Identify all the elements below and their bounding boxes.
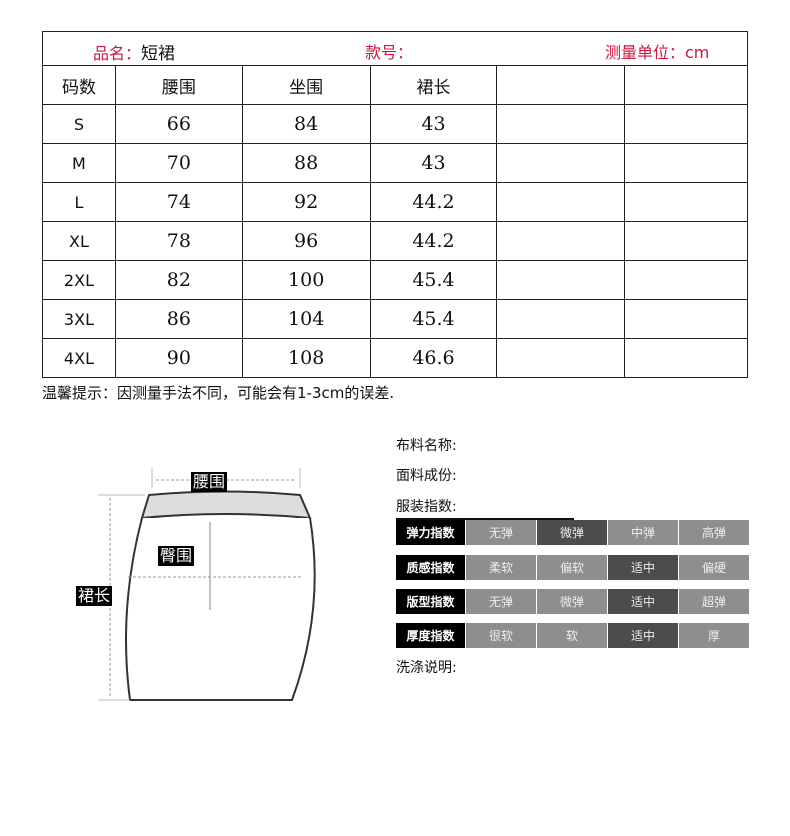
waist-cell: 66 (114, 104, 243, 144)
index-option: 偏硬 (679, 555, 749, 580)
size-cell: S (42, 104, 116, 144)
fabric-name-label: 布料名称: (396, 438, 457, 454)
length-cell: 43 (369, 104, 498, 144)
index-label: 厚度指数 (396, 623, 465, 648)
composition-label: 面料成份: (396, 468, 457, 484)
length-cell: 46.6 (369, 338, 498, 378)
index-option: 无弹 (466, 520, 536, 545)
index-label: 质感指数 (396, 555, 465, 580)
waist-cell: 70 (114, 143, 243, 183)
empty-cell (496, 143, 626, 183)
index-label: 弹力指数 (396, 520, 465, 545)
index-option: 微弹 (537, 589, 607, 614)
table-row: 2XL 82 100 45.4 (42, 260, 748, 300)
hip-tag: 臀围 (158, 546, 195, 566)
length-cell: 45.4 (369, 260, 498, 300)
index-option: 适中 (608, 623, 678, 648)
index-option: 中弹 (608, 520, 678, 545)
column-header: 腰围 (114, 65, 243, 105)
index-option: 适中 (608, 589, 678, 614)
note: 温馨提示：因测量手法不同，可能会有1-3cm的误差. (42, 384, 395, 402)
waist-cell: 86 (114, 299, 243, 339)
table-row: 3XL 86 104 45.4 (42, 299, 748, 339)
hip-cell: 100 (241, 260, 371, 300)
column-header (624, 65, 748, 105)
waist-cell: 74 (114, 182, 243, 222)
name-value: 短裙 (141, 44, 176, 64)
index-option: 很软 (466, 623, 536, 648)
size-cell: XL (42, 221, 116, 261)
size-cell: 3XL (42, 299, 116, 339)
column-header (496, 65, 626, 105)
empty-cell (624, 338, 748, 378)
index-label: 版型指数 (396, 589, 465, 614)
empty-cell (496, 104, 626, 144)
index-row: 版型指数 无弹 微弹 适中 超弹 (396, 589, 750, 614)
unit-label: 测量单位：cm (605, 43, 710, 62)
index-option: 无弹 (466, 589, 536, 614)
index-option: 微弹 (537, 520, 607, 545)
name-label: 品名： (93, 44, 142, 63)
hip-cell: 88 (241, 143, 371, 183)
waist-cell: 90 (114, 338, 243, 378)
title-row: 品名：短裙 款号： 测量单位：cm (42, 31, 748, 66)
style-label: 款号： (365, 43, 414, 62)
header-row: 码数 腰围 坐围 裙长 (42, 65, 748, 105)
waist-cell: 82 (114, 260, 243, 300)
table-row: M 70 88 43 (42, 143, 748, 183)
empty-cell (496, 182, 626, 222)
skirt-diagram-icon (98, 468, 316, 701)
empty-cell (624, 260, 748, 300)
empty-cell (496, 338, 626, 378)
empty-cell (624, 143, 748, 183)
empty-cell (624, 182, 748, 222)
index-option: 偏软 (537, 555, 607, 580)
length-cell: 45.4 (369, 299, 498, 339)
index-row: 质感指数 柔软 偏软 适中 偏硬 (396, 555, 750, 580)
table-row: XL 78 96 44.2 (42, 221, 748, 261)
size-cell: 2XL (42, 260, 116, 300)
hip-cell: 92 (241, 182, 371, 222)
index-title: 服装指数: (396, 496, 574, 520)
index-option: 高弹 (679, 520, 749, 545)
table-row: L 74 92 44.2 (42, 182, 748, 222)
empty-cell (496, 260, 626, 300)
washing-label: 洗涤说明: (396, 660, 457, 676)
size-cell: 4XL (42, 338, 116, 378)
table-row: 4XL 90 108 46.6 (42, 338, 748, 378)
length-cell: 43 (369, 143, 498, 183)
empty-cell (624, 104, 748, 144)
column-header: 码数 (42, 65, 116, 105)
column-header: 坐围 (241, 65, 371, 105)
index-option: 适中 (608, 555, 678, 580)
index-row: 厚度指数 很软软适中厚 (396, 623, 750, 648)
hip-cell: 96 (241, 221, 371, 261)
hip-cell: 104 (241, 299, 371, 339)
index-option: 软 (537, 623, 607, 648)
hip-cell: 108 (241, 338, 371, 378)
index-option: 超弹 (679, 589, 749, 614)
column-header: 裙长 (369, 65, 498, 105)
waist-cell: 78 (114, 221, 243, 261)
waist-tag: 腰围 (191, 472, 228, 492)
length-cell: 44.2 (369, 182, 498, 222)
index-option: 柔软 (466, 555, 536, 580)
size-cell: L (42, 182, 116, 222)
hip-cell: 84 (241, 104, 371, 144)
size-cell: M (42, 143, 116, 183)
index-row: 弹力指数 无弹 微弹 中弹 高弹 (396, 520, 750, 545)
empty-cell (624, 221, 748, 261)
empty-cell (496, 299, 626, 339)
size-table: 品名：短裙 款号： 测量单位：cm 码数 腰围 坐围 裙长 S 66 84 43 M 70 88 4… (42, 31, 748, 378)
table-row: S 66 84 43 (42, 104, 748, 144)
empty-cell (624, 299, 748, 339)
length-cell: 44.2 (369, 221, 498, 261)
index-option: 厚 (679, 623, 749, 648)
empty-cell (496, 221, 626, 261)
length-tag: 裙长 (76, 586, 113, 606)
